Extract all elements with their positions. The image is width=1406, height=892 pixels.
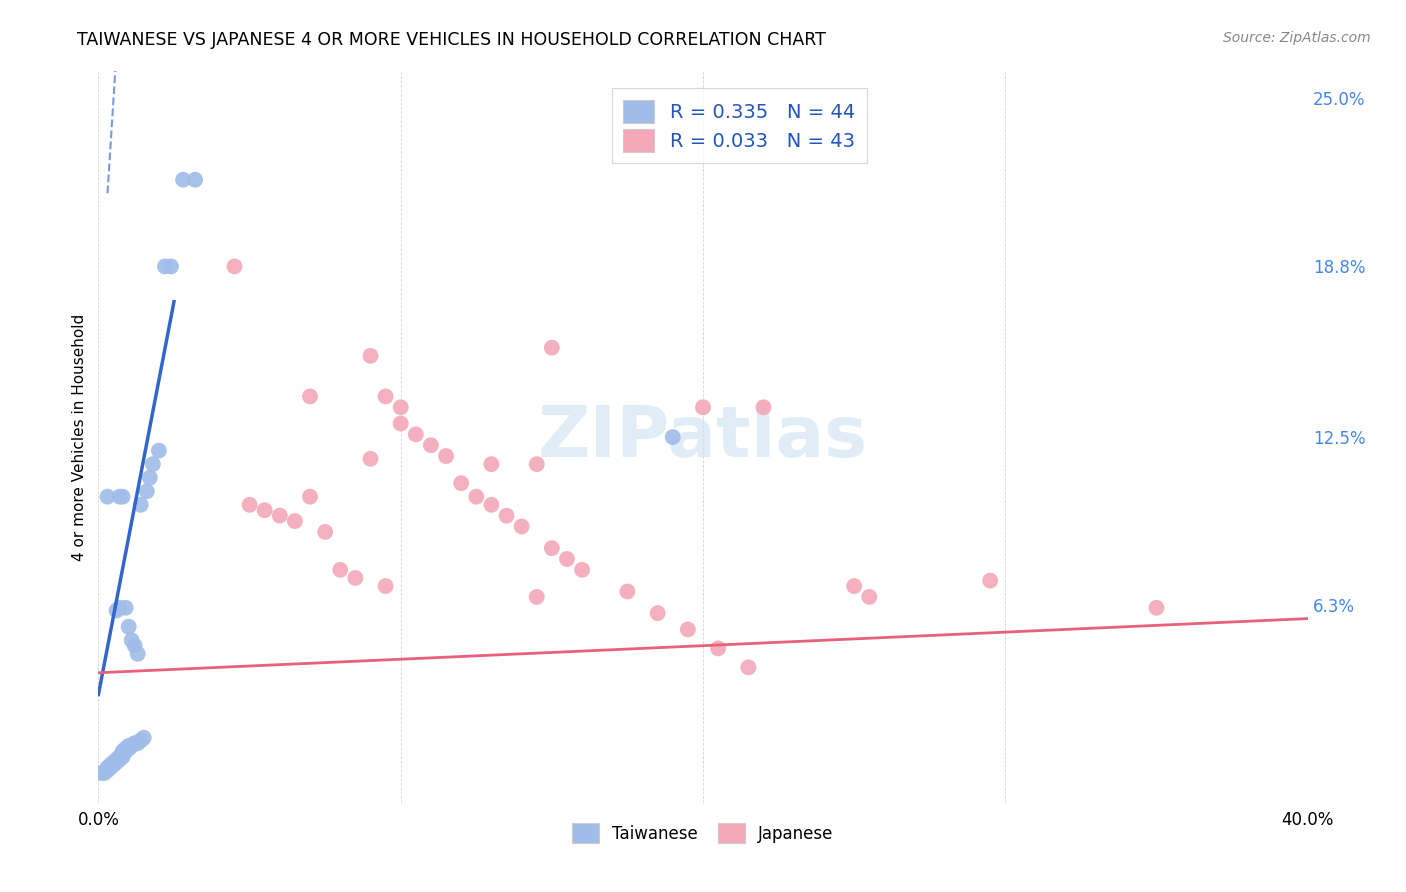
Point [105, 752, 128, 766]
Point [118, 620, 141, 634]
Point [420, 438, 443, 452]
Point [374, 579, 396, 593]
Point [135, 484, 157, 499]
Text: ZIPatlas: ZIPatlas [538, 402, 868, 472]
Point [540, 541, 562, 556]
Point [121, 739, 143, 753]
Point [132, 731, 155, 745]
Point [495, 508, 517, 523]
Point [100, 757, 122, 772]
Point [105, 603, 128, 617]
Point [239, 498, 262, 512]
Point [103, 757, 125, 772]
Legend: Taiwanese, Japanese: Taiwanese, Japanese [565, 817, 841, 849]
Point [96, 761, 118, 775]
Point [526, 590, 548, 604]
Point [127, 647, 149, 661]
Point [111, 749, 134, 764]
Point [571, 563, 593, 577]
Point [647, 606, 669, 620]
Point [108, 752, 131, 766]
Point [692, 401, 714, 415]
Point [118, 741, 141, 756]
Point [139, 471, 162, 485]
Point [114, 600, 136, 615]
Point [111, 744, 134, 758]
Point [127, 736, 149, 750]
Y-axis label: 4 or more Vehicles in Household: 4 or more Vehicles in Household [72, 313, 87, 561]
Point [114, 741, 136, 756]
Point [344, 571, 367, 585]
Point [100, 761, 122, 775]
Point [465, 490, 488, 504]
Point [142, 457, 165, 471]
Point [111, 747, 134, 761]
Point [661, 430, 683, 444]
Point [555, 552, 578, 566]
Point [540, 341, 562, 355]
Point [389, 401, 412, 415]
Point [121, 633, 143, 648]
Point [129, 498, 152, 512]
Point [284, 514, 307, 528]
Point [707, 641, 730, 656]
Point [360, 451, 382, 466]
Point [481, 498, 503, 512]
Point [314, 524, 336, 539]
Point [160, 260, 183, 274]
Point [105, 755, 128, 769]
Point [172, 172, 194, 186]
Point [405, 427, 427, 442]
Point [979, 574, 1001, 588]
Point [481, 457, 503, 471]
Point [360, 349, 382, 363]
Point [676, 623, 699, 637]
Point [93, 766, 115, 780]
Point [118, 739, 141, 753]
Point [108, 749, 131, 764]
Point [434, 449, 457, 463]
Point [1144, 600, 1167, 615]
Point [253, 503, 276, 517]
Point [616, 584, 638, 599]
Point [108, 600, 131, 615]
Point [329, 563, 352, 577]
Point [111, 490, 134, 504]
Point [108, 490, 131, 504]
Point [374, 389, 396, 403]
Point [148, 443, 170, 458]
Text: Source: ZipAtlas.com: Source: ZipAtlas.com [1223, 31, 1371, 45]
Point [90, 766, 112, 780]
Point [224, 260, 246, 274]
Point [858, 590, 880, 604]
Point [752, 401, 775, 415]
Text: TAIWANESE VS JAPANESE 4 OR MORE VEHICLES IN HOUSEHOLD CORRELATION CHART: TAIWANESE VS JAPANESE 4 OR MORE VEHICLES… [77, 31, 827, 49]
Point [124, 639, 146, 653]
Point [96, 490, 118, 504]
Point [526, 457, 548, 471]
Point [114, 744, 136, 758]
Point [737, 660, 759, 674]
Point [299, 490, 322, 504]
Point [184, 172, 207, 186]
Point [96, 764, 118, 778]
Point [299, 389, 322, 403]
Point [844, 579, 866, 593]
Point [269, 508, 291, 523]
Point [450, 476, 472, 491]
Point [389, 417, 412, 431]
Point [510, 519, 533, 533]
Point [103, 755, 125, 769]
Point [124, 736, 146, 750]
Point [129, 733, 152, 747]
Point [153, 260, 176, 274]
